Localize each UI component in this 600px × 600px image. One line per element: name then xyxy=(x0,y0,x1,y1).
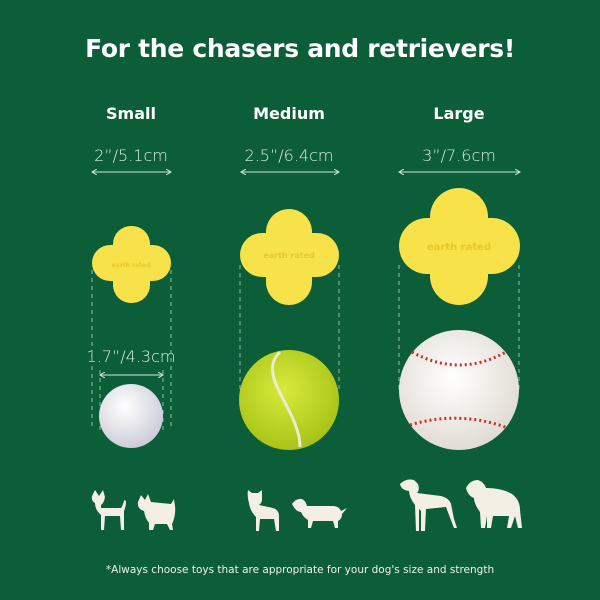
golf-ball xyxy=(99,384,163,448)
dimension-golf-ball: 1.7”/4.3cm xyxy=(86,347,176,366)
dimension-large: 3”/7.6cm xyxy=(422,146,496,165)
footnote: *Always choose toys that are appropriate… xyxy=(105,564,495,576)
retriever-icon xyxy=(466,480,522,528)
dachshund-icon xyxy=(292,498,347,528)
toy-large: earth rated xyxy=(399,188,520,305)
svg-text:earth rated: earth rated xyxy=(427,242,491,253)
tennis-ball xyxy=(239,350,339,450)
chihuahua-icon xyxy=(91,490,126,530)
dimension-medium: 2.5”/6.4cm xyxy=(244,146,334,165)
size-label-medium: Medium xyxy=(253,104,325,123)
dimension-small: 2”/5.1cm xyxy=(94,146,168,165)
svg-text:earth rated: earth rated xyxy=(263,251,315,260)
baseball xyxy=(399,330,519,450)
terrier-icon xyxy=(137,494,176,530)
toy-small: earth rated xyxy=(92,226,171,303)
boxer-icon xyxy=(400,479,457,531)
page-title: For the chasers and retrievers! xyxy=(85,34,515,63)
size-label-large: Large xyxy=(433,104,485,123)
svg-text:earth rated: earth rated xyxy=(112,262,151,269)
size-label-small: Small xyxy=(106,104,156,123)
toy-medium: earth rated xyxy=(240,209,339,305)
french-bulldog-icon xyxy=(247,490,279,531)
